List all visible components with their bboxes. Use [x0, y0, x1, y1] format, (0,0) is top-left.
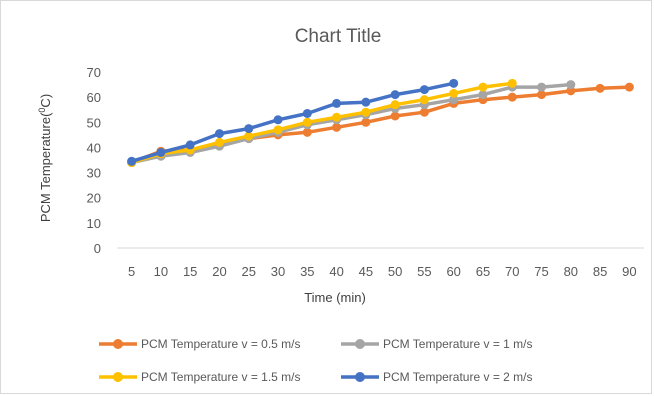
- data-point: [302, 108, 312, 118]
- data-point: [507, 78, 517, 88]
- data-point: [390, 111, 400, 121]
- legend-marker: [113, 339, 123, 349]
- legend-item: PCM Temperature v = 1 m/s: [341, 337, 533, 351]
- y-tick-label: 40: [87, 140, 101, 155]
- series-group: [127, 78, 517, 168]
- x-tick-label: 25: [242, 264, 256, 279]
- data-point: [361, 117, 371, 127]
- data-point: [566, 86, 576, 96]
- series-line: [131, 82, 571, 165]
- x-tick-label: 50: [388, 264, 402, 279]
- data-point: [449, 78, 459, 88]
- y-axis-ticks: 0 10 20 30 40 50 60 70: [87, 65, 101, 256]
- data-point: [302, 117, 312, 127]
- x-tick-label: 35: [300, 264, 314, 279]
- legend-item: PCM Temperature v = 1.5 m/s: [99, 370, 301, 384]
- y-tick-label: 20: [87, 191, 101, 206]
- x-tick-label: 20: [212, 264, 226, 279]
- legend-label: PCM Temperature v = 1.5 m/s: [141, 370, 301, 384]
- series-layer: [127, 78, 634, 168]
- legend-item: PCM Temperature v = 2 m/s: [341, 370, 533, 384]
- data-point: [624, 82, 634, 92]
- data-point: [390, 90, 400, 100]
- y-axis-title: PCM Temperature(0C): [37, 94, 53, 222]
- legend-label: PCM Temperature v = 0.5 m/s: [141, 337, 301, 351]
- x-tick-label: 75: [534, 264, 548, 279]
- data-point: [419, 85, 429, 95]
- chart-title: Chart Title: [295, 26, 382, 47]
- data-point: [214, 137, 224, 147]
- x-tick-label: 85: [593, 264, 607, 279]
- data-point: [449, 95, 459, 105]
- series-group: [127, 82, 634, 168]
- legend-item: PCM Temperature v = 0.5 m/s: [99, 337, 301, 351]
- legend-label: PCM Temperature v = 1 m/s: [383, 337, 533, 351]
- data-point: [595, 83, 605, 93]
- data-point: [214, 129, 224, 139]
- legend-marker: [355, 372, 365, 382]
- x-tick-label: 10: [154, 264, 168, 279]
- x-tick-label: 70: [505, 264, 519, 279]
- data-point: [273, 125, 283, 135]
- legend: PCM Temperature v = 0.5 m/s PCM Temperatu…: [99, 337, 533, 384]
- data-point: [566, 80, 576, 90]
- data-point: [332, 112, 342, 122]
- data-point: [419, 95, 429, 105]
- data-point: [302, 127, 312, 137]
- y-tick-label: 10: [87, 216, 101, 231]
- data-point: [419, 107, 429, 117]
- x-axis-ticks: 5 10 15 20 25 30 35 40 45 50 55 60 65 70 75 80 85 90: [128, 264, 637, 279]
- data-point: [127, 156, 137, 166]
- legend-label: PCM Temperature v = 2 m/s: [383, 370, 533, 384]
- data-point: [244, 131, 254, 141]
- y-tick-label: 60: [87, 90, 101, 105]
- data-point: [390, 100, 400, 110]
- y-tick-label: 50: [87, 115, 101, 130]
- data-point: [244, 124, 254, 134]
- x-tick-label: 80: [564, 264, 578, 279]
- data-point: [361, 97, 371, 107]
- data-point: [537, 90, 547, 100]
- y-tick-label: 0: [94, 241, 101, 256]
- x-axis-title: Time (min): [304, 290, 366, 305]
- x-tick-label: 55: [417, 264, 431, 279]
- x-tick-label: 15: [183, 264, 197, 279]
- data-point: [361, 107, 371, 117]
- y-tick-label: 70: [87, 65, 101, 80]
- y-tick-label: 30: [87, 166, 101, 181]
- data-point: [449, 88, 459, 98]
- x-tick-label: 30: [271, 264, 285, 279]
- data-point: [478, 82, 488, 92]
- data-point: [332, 98, 342, 108]
- series-line: [131, 81, 513, 165]
- data-point: [185, 140, 195, 150]
- data-point: [537, 82, 547, 92]
- x-tick-label: 90: [622, 264, 636, 279]
- data-point: [478, 90, 488, 100]
- x-tick-label: 5: [128, 264, 135, 279]
- series-line: [131, 81, 455, 163]
- x-tick-label: 45: [359, 264, 373, 279]
- x-tick-label: 65: [476, 264, 490, 279]
- data-point: [507, 92, 517, 102]
- data-point: [273, 115, 283, 125]
- data-point: [156, 147, 166, 157]
- x-tick-label: 60: [446, 264, 460, 279]
- legend-marker: [113, 372, 123, 382]
- data-point: [332, 122, 342, 132]
- series-group: [127, 78, 459, 166]
- x-tick-label: 40: [329, 264, 343, 279]
- legend-marker: [355, 339, 365, 349]
